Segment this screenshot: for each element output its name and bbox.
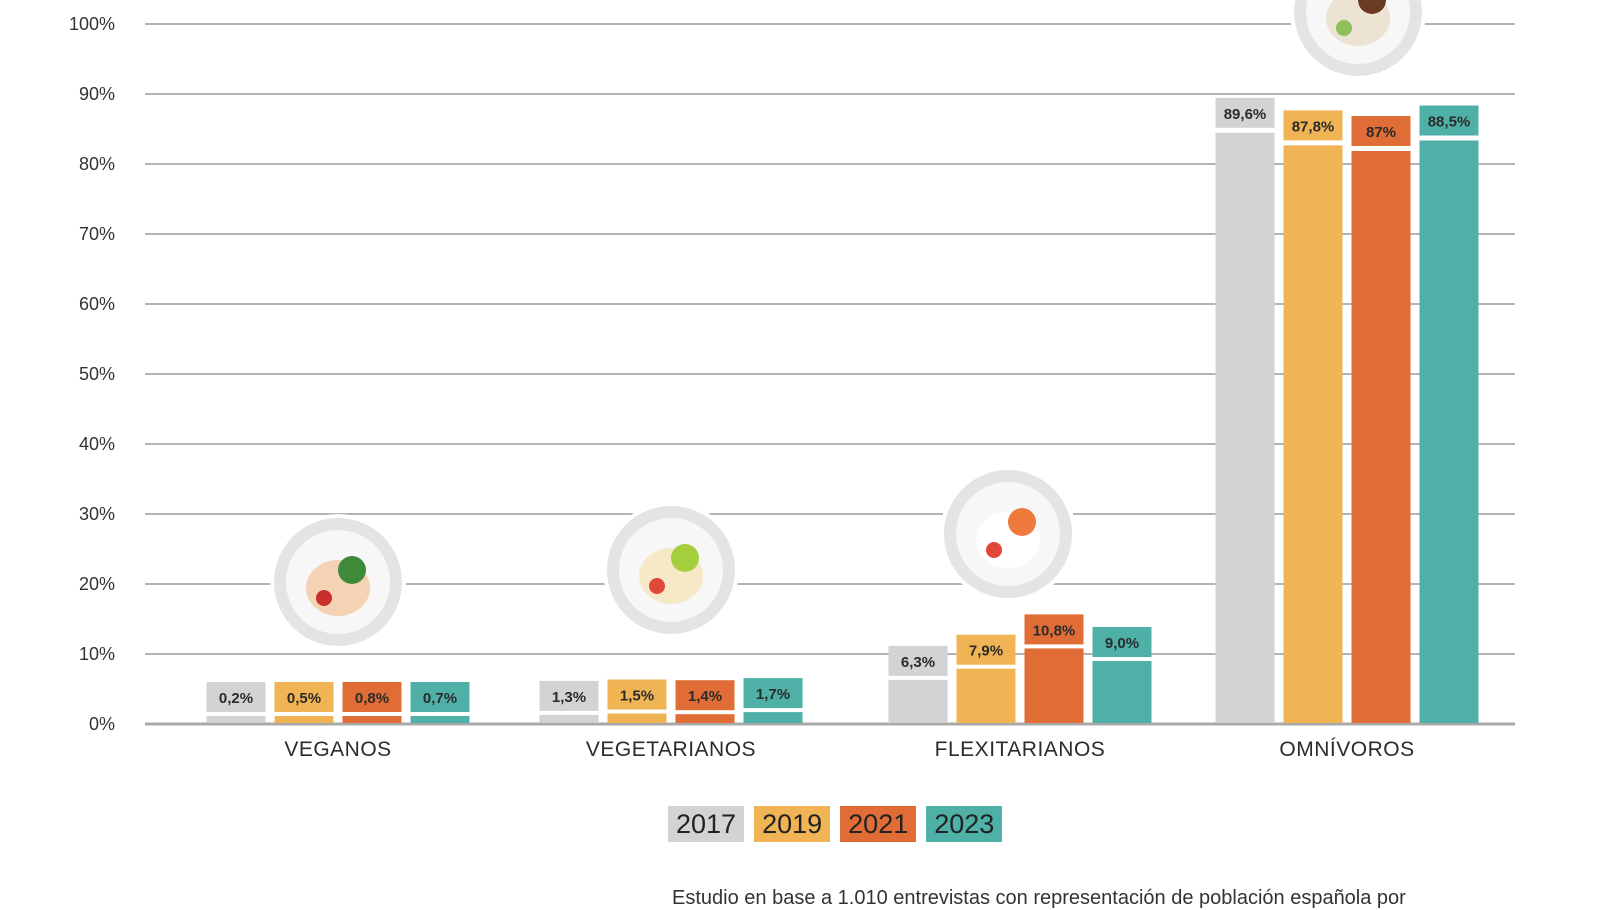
y-tick-label: 100% xyxy=(69,14,115,34)
category-label: VEGANOS xyxy=(284,738,391,761)
data-label-box xyxy=(539,680,599,711)
bars xyxy=(206,132,1479,724)
data-label: 1,5% xyxy=(620,688,654,705)
category-label: OMNÍVOROS xyxy=(1279,738,1414,761)
food-accent xyxy=(986,542,1002,558)
bar-2019-veganos xyxy=(274,716,334,723)
food-accent xyxy=(649,578,665,594)
plate-shrimp-salad-icon xyxy=(940,466,1076,602)
data-label: 0,2% xyxy=(219,690,253,707)
bar-2023-vegetarianos xyxy=(743,712,803,723)
data-label: 6,3% xyxy=(901,654,935,671)
y-tick-label: 0% xyxy=(89,714,115,734)
data-label: 1,3% xyxy=(552,689,586,706)
data-label: 1,4% xyxy=(688,688,722,705)
data-label: 89,6% xyxy=(1224,106,1267,123)
category-label: FLEXITARIANOS xyxy=(935,738,1106,761)
category-label: VEGETARIANOS xyxy=(586,738,756,761)
bar-2019-vegetarianos xyxy=(607,713,667,723)
legend-item-2023: 2023 xyxy=(926,806,1003,842)
food-accent xyxy=(316,590,332,606)
plate-green-beans-noodles-icon xyxy=(270,514,406,650)
category-labels: VEGANOS VEGETARIANOS FLEXITARIANOS OMNÍVORO… xyxy=(284,738,1414,761)
y-axis-ticks: 0% 10% 20% 30% 40% 50% 60% 70% 80% 90% 100% xyxy=(69,14,115,734)
bar-2017-omnívoros xyxy=(1215,132,1275,724)
data-label-box xyxy=(675,680,735,711)
data-labels: 0,2% 0,5% 0,8% 0,7% 1,3% 1,5% 1,4% 1,7% 6,3% 7,9%… xyxy=(206,97,1479,712)
y-tick-label: 40% xyxy=(79,434,115,454)
food-accent xyxy=(1336,20,1352,36)
bar-2017-flexitarianos xyxy=(888,679,948,723)
legend-item-2021: 2021 xyxy=(840,806,917,842)
data-label-box xyxy=(342,682,402,712)
data-label: 0,8% xyxy=(355,690,389,707)
legend-item-2017: 2017 xyxy=(668,806,745,842)
data-label-box xyxy=(1351,116,1411,146)
data-label-box xyxy=(888,645,948,676)
data-label-box xyxy=(1283,110,1343,141)
y-tick-label: 60% xyxy=(79,294,115,314)
bar-2023-veganos xyxy=(410,716,470,723)
data-label: 9,0% xyxy=(1105,635,1139,652)
data-label-box xyxy=(1215,97,1275,128)
data-label-box xyxy=(1419,105,1479,136)
data-label-box xyxy=(1092,627,1152,657)
data-label: 7,9% xyxy=(969,643,1003,660)
bar-2017-veganos xyxy=(206,716,266,723)
data-label: 10,8% xyxy=(1033,622,1076,639)
y-tick-label: 10% xyxy=(79,644,115,664)
food-accent xyxy=(671,544,699,572)
plate-meat-icon xyxy=(1290,0,1426,80)
data-label: 87% xyxy=(1366,124,1396,141)
y-tick-label: 30% xyxy=(79,504,115,524)
data-label: 88,5% xyxy=(1428,114,1471,131)
bar-2021-vegetarianos xyxy=(675,714,735,723)
data-label-box xyxy=(274,682,334,712)
category-icons xyxy=(270,0,1426,650)
data-label: 87,8% xyxy=(1292,118,1335,135)
food-accent xyxy=(1358,0,1386,14)
footnote: Estudio en base a 1.010 entrevistas con … xyxy=(672,887,1406,909)
data-label-box xyxy=(206,682,266,712)
bar-2021-omnívoros xyxy=(1351,151,1411,723)
bar-2017-vegetarianos xyxy=(539,714,599,723)
y-tick-label: 50% xyxy=(79,364,115,384)
data-label: 1,7% xyxy=(756,686,790,703)
legend: 2017 2019 2021 2023 xyxy=(668,806,1003,842)
food-accent xyxy=(1008,508,1036,536)
bar-2019-flexitarianos xyxy=(956,668,1016,723)
bar-2023-flexitarianos xyxy=(1092,661,1152,723)
data-label: 0,7% xyxy=(423,690,457,707)
data-label-box xyxy=(743,678,803,709)
data-label-box xyxy=(1024,614,1084,645)
y-tick-label: 80% xyxy=(79,154,115,174)
data-label: 0,5% xyxy=(287,690,321,707)
y-tick-label: 20% xyxy=(79,574,115,594)
bar-2023-omnívoros xyxy=(1419,140,1479,723)
bar-2021-veganos xyxy=(342,716,402,723)
bar-2021-flexitarianos xyxy=(1024,648,1084,723)
y-tick-label: 70% xyxy=(79,224,115,244)
legend-item-2019: 2019 xyxy=(754,806,831,842)
y-tick-label: 90% xyxy=(79,84,115,104)
food-accent xyxy=(338,556,366,584)
data-label-box xyxy=(410,682,470,712)
bar-2019-omnívoros xyxy=(1283,145,1343,723)
data-label-box xyxy=(956,634,1016,665)
plate-eggs-lime-icon xyxy=(603,502,739,638)
data-label-box xyxy=(607,679,667,710)
